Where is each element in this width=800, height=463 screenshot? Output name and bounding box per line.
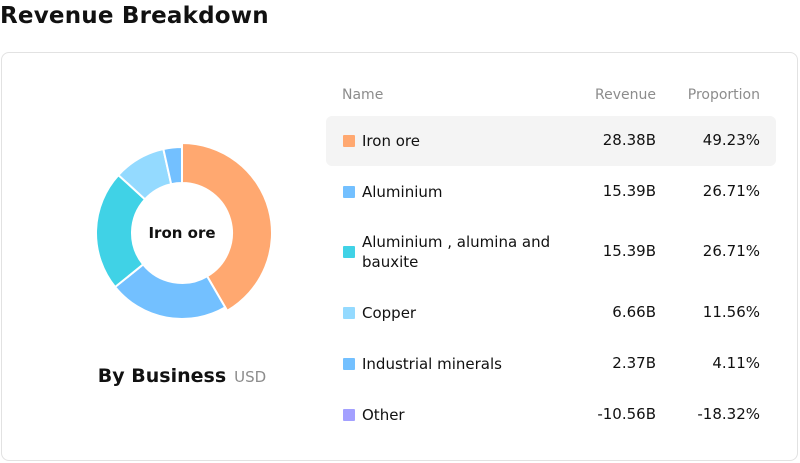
donut-chart-svg: [95, 142, 273, 320]
legend-swatch: [343, 357, 355, 370]
row-revenue: 15.39B: [602, 181, 656, 200]
row-name: Aluminium: [362, 182, 443, 201]
row-revenue: 2.37B: [612, 353, 656, 372]
table-row[interactable]: Copper 6.66B 11.56%: [326, 287, 776, 338]
donut-caption: By Business USD: [2, 365, 362, 387]
revenue-breakdown-card: Iron ore By Business USD Name Revenue Pr…: [1, 52, 798, 461]
donut-caption-unit: USD: [234, 368, 267, 386]
row-name: Other: [362, 405, 405, 424]
row-revenue: -10.56B: [597, 404, 656, 423]
donut-slice-iron-ore[interactable]: [181, 142, 273, 312]
row-name: Industrial minerals: [362, 354, 502, 373]
row-proportion: 4.11%: [712, 353, 760, 372]
donut-slice-industrial-minerals[interactable]: [162, 146, 183, 186]
row-name: Copper: [362, 303, 417, 322]
legend-swatch: [343, 185, 355, 198]
table-body: Iron ore 28.38B 49.23% Aluminium 15.39B 26.71…: [326, 116, 776, 440]
table-header: Name Revenue Proportion: [326, 81, 776, 111]
row-revenue: 28.38B: [602, 131, 656, 149]
legend-swatch: [343, 408, 355, 421]
donut-chart: Iron ore: [82, 133, 282, 333]
breakdown-table: Name Revenue Proportion Iron ore 28.38B 49…: [326, 81, 776, 440]
header-revenue: Revenue: [595, 87, 656, 103]
row-proportion: -18.32%: [697, 404, 760, 423]
page-title: Revenue Breakdown: [0, 3, 269, 29]
donut-caption-title: By Business: [97, 365, 227, 387]
row-proportion: 49.23%: [702, 131, 760, 149]
row-revenue: 15.39B: [602, 242, 656, 260]
row-name: Aluminium , alumina and bauxite: [362, 233, 551, 271]
row-proportion: 26.71%: [702, 181, 760, 200]
table-row[interactable]: Iron ore 28.38B 49.23%: [326, 116, 776, 166]
row-revenue: 6.66B: [612, 302, 656, 321]
row-proportion: 11.56%: [702, 302, 760, 321]
legend-swatch: [343, 246, 355, 258]
row-name: Iron ore: [362, 132, 420, 150]
table-row[interactable]: Other -10.56B -18.32%: [326, 389, 776, 440]
row-proportion: 26.71%: [702, 242, 760, 260]
header-proportion: Proportion: [687, 87, 760, 103]
legend-swatch: [343, 135, 355, 147]
header-name: Name: [342, 87, 384, 103]
donut-center-label: Iron ore: [148, 224, 216, 242]
table-row[interactable]: Aluminium , alumina and bauxite 15.39B 26.…: [326, 217, 776, 287]
legend-swatch: [343, 306, 355, 319]
table-row[interactable]: Industrial minerals 2.37B 4.11%: [326, 338, 776, 389]
table-row[interactable]: Aluminium 15.39B 26.71%: [326, 166, 776, 217]
